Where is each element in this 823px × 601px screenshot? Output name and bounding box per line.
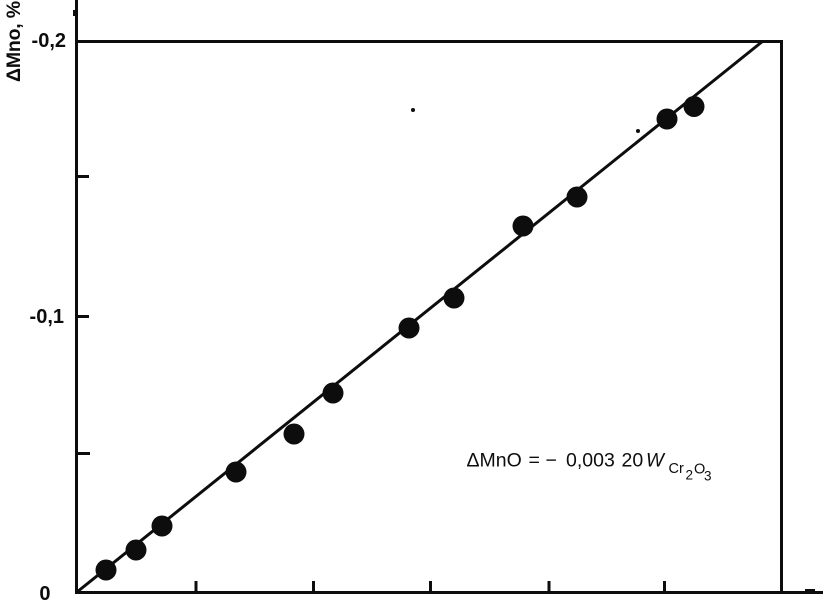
svg-text:-0,1: -0,1 (30, 306, 64, 328)
svg-text:ΔMno, %: ΔMno, % (3, 1, 25, 82)
svg-text:-0,2: -0,2 (32, 30, 66, 52)
svg-text:0: 0 (39, 583, 50, 601)
